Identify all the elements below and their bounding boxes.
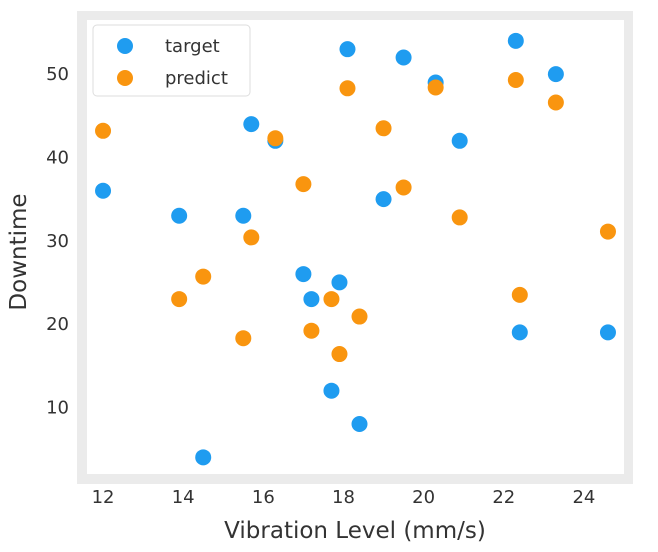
point-predict — [599, 223, 616, 240]
point-predict — [295, 176, 312, 193]
point-target — [295, 266, 312, 283]
point-predict — [375, 120, 392, 137]
legend: target predict — [92, 24, 251, 97]
point-predict — [395, 179, 412, 196]
point-target — [243, 116, 260, 133]
point-predict — [427, 79, 444, 96]
point-target — [331, 274, 348, 291]
x-axis-title: Vibration Level (mm/s) — [224, 518, 486, 544]
x-tick-label: 12 — [92, 487, 115, 508]
legend-marker-target — [117, 38, 133, 54]
point-target — [95, 182, 112, 199]
point-predict — [303, 322, 320, 339]
point-predict — [267, 130, 284, 147]
y-tick-label: 50 — [46, 64, 69, 85]
point-target — [235, 207, 252, 224]
x-tick-label: 22 — [492, 487, 515, 508]
legend-label-predict: predict — [165, 68, 228, 89]
point-target — [171, 207, 188, 224]
point-target — [511, 324, 528, 341]
point-target — [547, 66, 564, 83]
x-tick-label: 14 — [172, 487, 195, 508]
point-target — [323, 382, 340, 399]
x-tick-label: 20 — [412, 487, 435, 508]
point-predict — [171, 291, 188, 308]
x-axis-ticks: 12 14 16 18 20 22 24 — [92, 487, 596, 508]
point-target — [599, 324, 616, 341]
point-predict — [511, 286, 528, 303]
data-points — [95, 32, 616, 466]
point-target — [303, 291, 320, 308]
y-axis-ticks: 10 20 30 40 50 — [46, 64, 69, 418]
point-predict — [235, 330, 252, 347]
point-target — [451, 132, 468, 149]
point-predict — [507, 71, 524, 88]
y-tick-label: 30 — [46, 231, 69, 252]
y-axis-title: Downtime — [6, 193, 32, 310]
point-predict — [95, 122, 112, 139]
legend-label-target: target — [165, 36, 220, 57]
point-predict — [451, 209, 468, 226]
x-tick-label: 24 — [572, 487, 595, 508]
x-tick-label: 18 — [332, 487, 355, 508]
x-tick-label: 16 — [252, 487, 275, 508]
y-tick-label: 20 — [46, 314, 69, 335]
point-predict — [195, 268, 212, 285]
point-predict — [547, 94, 564, 111]
point-predict — [351, 308, 368, 325]
legend-marker-predict — [117, 70, 133, 86]
point-target — [339, 41, 356, 58]
point-target — [395, 49, 412, 66]
y-tick-label: 40 — [46, 147, 69, 168]
point-predict — [339, 80, 356, 97]
point-predict — [243, 229, 260, 246]
point-target — [375, 191, 392, 208]
y-tick-label: 10 — [46, 397, 69, 418]
point-predict — [323, 291, 340, 308]
point-target — [351, 416, 368, 433]
point-target — [507, 32, 524, 49]
point-target — [195, 449, 212, 466]
point-predict — [331, 346, 348, 363]
